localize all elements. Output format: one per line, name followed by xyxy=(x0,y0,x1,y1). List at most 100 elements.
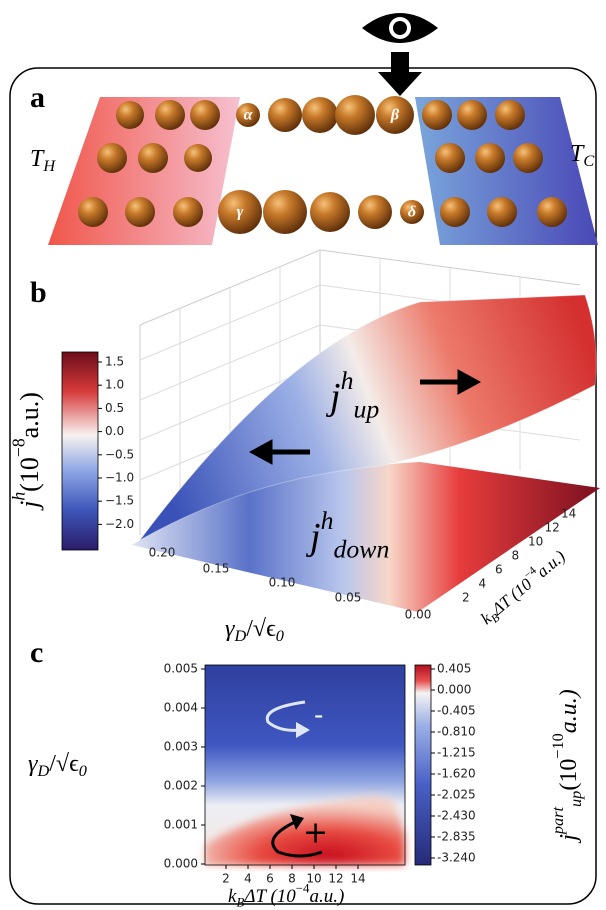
site xyxy=(495,100,525,130)
x-tick-label: 0.20 xyxy=(149,546,176,560)
label-part: −4 xyxy=(296,881,310,895)
site xyxy=(125,197,155,227)
colorbar-tick-label: 1.5 xyxy=(105,355,124,369)
y-axis-label: γD/√ϵ0 xyxy=(28,751,87,780)
label-part: up xyxy=(566,791,585,807)
site xyxy=(422,100,452,130)
x-tick-label: 0.05 xyxy=(335,591,362,605)
site xyxy=(310,192,350,232)
colorbar-tick-label: -2.025 xyxy=(437,788,476,802)
label-part: −10 xyxy=(548,733,567,758)
colorbar-tick-label: -2.430 xyxy=(437,809,476,823)
colorbar-label: jpartup(10−10a.u.) xyxy=(548,689,585,844)
site xyxy=(97,143,127,173)
x-tick-label: 14 xyxy=(350,872,365,886)
depth-tick-label: 10 xyxy=(528,535,543,549)
x-tick-label: 0.15 xyxy=(203,562,230,576)
y-tick-label: 0.002 xyxy=(164,779,198,793)
depth-tick-label: 4 xyxy=(479,577,487,591)
label-part: −8 xyxy=(8,438,28,457)
site xyxy=(475,143,505,173)
label-part: 0 xyxy=(79,761,87,780)
page: {"panel_a": {"label": "a", "hot": "T", "… xyxy=(0,0,606,910)
site xyxy=(537,197,567,227)
site-label: δ xyxy=(408,204,416,221)
site xyxy=(155,100,185,130)
site xyxy=(138,143,168,173)
site xyxy=(487,197,517,227)
label-part: a.u.) xyxy=(556,689,582,733)
rotation-sign: - xyxy=(314,701,323,731)
x-tick-label: 8 xyxy=(288,872,296,886)
label-part: H xyxy=(42,156,56,175)
label-part: down xyxy=(333,534,389,563)
x-axis-label: kBΔT (10−4a.u.) xyxy=(228,881,344,909)
x-tick-label: 12 xyxy=(328,872,343,886)
x-tick-label: 4 xyxy=(244,872,252,886)
label-part: B xyxy=(236,896,244,910)
label-part: h xyxy=(321,506,334,535)
site xyxy=(78,197,108,227)
colorbar xyxy=(62,352,98,550)
depth-tick-label: 14 xyxy=(561,507,576,521)
colorbar-tick-label: −1.5 xyxy=(105,494,134,508)
site xyxy=(263,190,307,234)
figure: αβγδaTHTCb1.51.00.50.0−0.5−1.0−1.5−2.0jh… xyxy=(0,0,606,910)
site xyxy=(513,143,543,173)
x-tick-label: 0.10 xyxy=(269,576,296,590)
label-part: /√ϵ xyxy=(49,751,79,777)
site xyxy=(268,98,302,132)
site-label: γ xyxy=(237,204,244,221)
colorbar xyxy=(415,665,431,865)
x-tick-label: 0.00 xyxy=(405,608,432,622)
depth-tick-label: 12 xyxy=(545,521,560,535)
label-part: a.u.) xyxy=(309,886,344,907)
colorbar-tick-label: -1.620 xyxy=(437,767,476,781)
colorbar-label: jh(10−8a.u.) xyxy=(8,392,44,511)
depth-tick-label: 2 xyxy=(462,591,470,605)
depth-tick-label: 8 xyxy=(512,549,520,563)
label-part: ΔT (10 xyxy=(243,886,296,907)
colorbar-tick-label: -0.810 xyxy=(437,725,476,739)
y-tick-label: 0.001 xyxy=(164,818,198,832)
colorbar-tick-label: -2.835 xyxy=(437,830,476,844)
label-part: part xyxy=(548,806,567,835)
colorbar-tick-label: −0.5 xyxy=(105,447,134,461)
label-part: (10 xyxy=(15,457,44,492)
label-part: D xyxy=(233,626,246,645)
site xyxy=(173,197,203,227)
site xyxy=(184,144,212,172)
label-part: a.u.) xyxy=(15,392,44,438)
colorbar-tick-label: −2.0 xyxy=(105,517,134,531)
panel-label: b xyxy=(30,276,47,309)
reservoir-label: TC xyxy=(570,141,595,170)
label-part: up xyxy=(353,394,379,423)
site xyxy=(302,97,338,133)
site-label: β xyxy=(390,107,400,124)
x-axis-label: γD/√ϵ0 xyxy=(225,616,284,645)
colorbar-tick-label: 0.405 xyxy=(437,662,471,676)
label-part: j xyxy=(15,501,44,511)
label-part: a.u.) xyxy=(533,546,569,581)
y-tick-label: 0.004 xyxy=(164,701,198,715)
y-tick-label: 0.005 xyxy=(164,662,198,676)
colorbar-tick-label: -3.240 xyxy=(437,851,476,865)
site xyxy=(116,101,144,129)
label-part: h xyxy=(341,366,354,395)
colorbar-tick-label: 0.000 xyxy=(437,683,471,697)
site xyxy=(190,100,220,130)
panel-label: c xyxy=(30,636,43,669)
site-label: α xyxy=(244,107,254,124)
colorbar-tick-label: -0.405 xyxy=(437,704,476,718)
label-part: C xyxy=(583,151,595,170)
label-part: D xyxy=(36,761,49,780)
site xyxy=(358,195,392,229)
x-tick-label: 2 xyxy=(222,872,230,886)
site xyxy=(457,100,487,130)
panel-a xyxy=(48,95,598,245)
label-part: /√ϵ xyxy=(246,616,276,642)
label-part: (10 xyxy=(556,759,582,791)
colorbar-tick-label: 1.0 xyxy=(105,378,124,392)
site xyxy=(440,197,470,227)
eye-icon xyxy=(362,13,438,96)
